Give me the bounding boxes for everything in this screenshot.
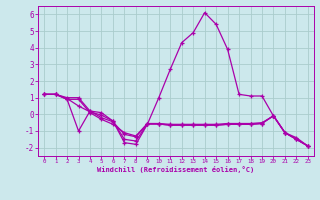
X-axis label: Windchill (Refroidissement éolien,°C): Windchill (Refroidissement éolien,°C) bbox=[97, 166, 255, 173]
